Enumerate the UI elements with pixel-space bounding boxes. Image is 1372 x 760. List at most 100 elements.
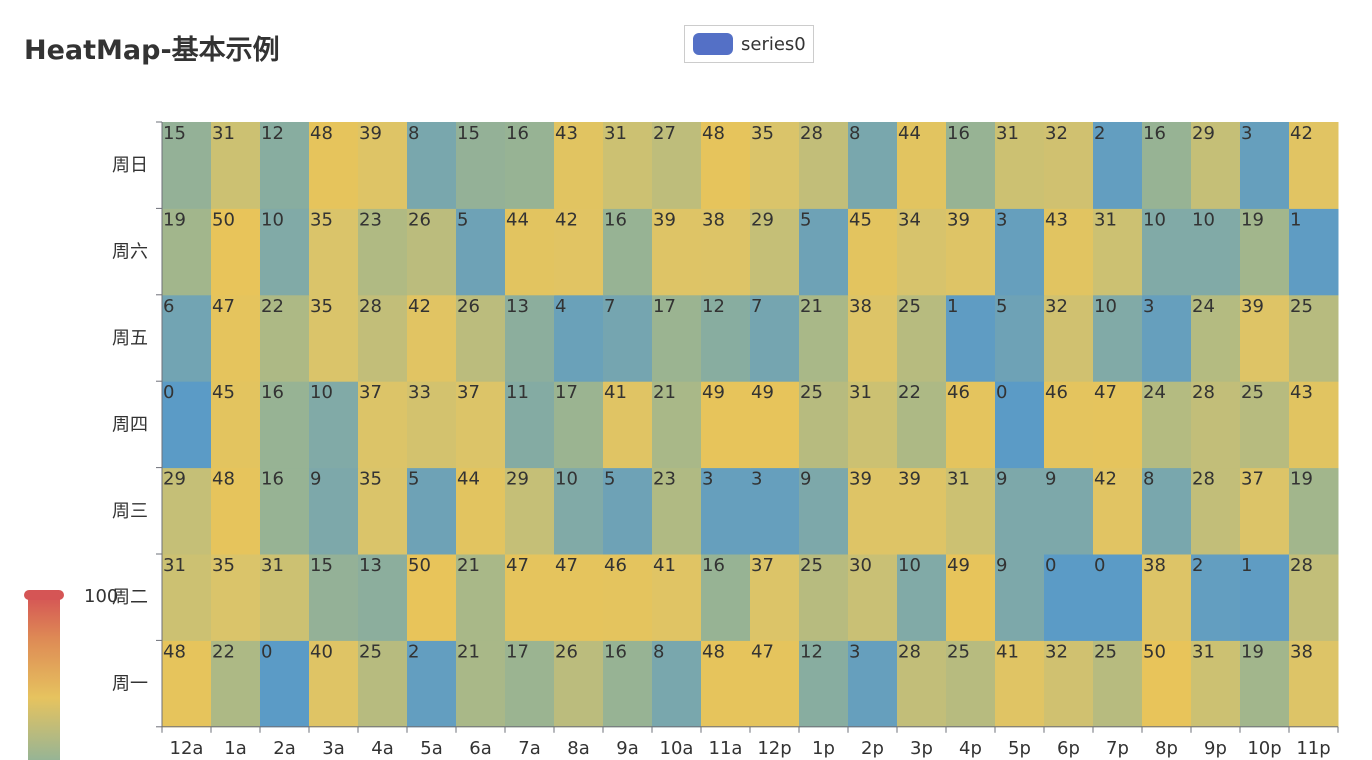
- heatmap-cell[interactable]: [505, 381, 555, 469]
- heatmap-cell[interactable]: [407, 554, 457, 641]
- heatmap-cell[interactable]: [1240, 467, 1290, 555]
- heatmap-cell[interactable]: [848, 294, 898, 382]
- heatmap-cell[interactable]: [799, 381, 849, 469]
- heatmap-cell[interactable]: [1289, 554, 1339, 641]
- heatmap-cell[interactable]: [554, 554, 604, 641]
- heatmap-cell[interactable]: [407, 467, 457, 555]
- heatmap-cell[interactable]: [260, 208, 310, 296]
- heatmap-cell[interactable]: [701, 640, 751, 728]
- heatmap-cell[interactable]: [309, 122, 359, 209]
- heatmap-cell[interactable]: [946, 640, 996, 728]
- heatmap-cell[interactable]: [260, 467, 310, 555]
- heatmap-cell[interactable]: [701, 554, 751, 641]
- heatmap-cell[interactable]: [505, 467, 555, 555]
- heatmap-cell[interactable]: [162, 208, 212, 296]
- visual-map[interactable]: 100: [24, 586, 118, 760]
- heatmap-cell[interactable]: [456, 554, 506, 641]
- heatmap-cell[interactable]: [848, 467, 898, 555]
- heatmap-cell[interactable]: [848, 640, 898, 728]
- heatmap-cell[interactable]: [554, 208, 604, 296]
- heatmap-cell[interactable]: [1142, 294, 1192, 382]
- heatmap-cell[interactable]: [750, 467, 800, 555]
- heatmap-cell[interactable]: [799, 554, 849, 641]
- heatmap-cell[interactable]: [407, 294, 457, 382]
- heatmap-cell[interactable]: [1240, 122, 1290, 209]
- heatmap-cell[interactable]: [309, 467, 359, 555]
- heatmap-cell[interactable]: [309, 208, 359, 296]
- heatmap-cell[interactable]: [603, 294, 653, 382]
- heatmap-cell[interactable]: [211, 381, 261, 469]
- heatmap-cell[interactable]: [946, 381, 996, 469]
- heatmap-cell[interactable]: [750, 381, 800, 469]
- heatmap-cell[interactable]: [799, 640, 849, 728]
- heatmap-cell[interactable]: [505, 640, 555, 728]
- heatmap-cell[interactable]: [995, 208, 1045, 296]
- heatmap-cell[interactable]: [1240, 294, 1290, 382]
- heatmap-cell[interactable]: [652, 208, 702, 296]
- heatmap-cell[interactable]: [211, 554, 261, 641]
- heatmap-cell[interactable]: [260, 122, 310, 209]
- heatmap-cell[interactable]: [652, 294, 702, 382]
- heatmap-cell[interactable]: [603, 122, 653, 209]
- heatmap-cell[interactable]: [1142, 122, 1192, 209]
- heatmap-cell[interactable]: [1093, 554, 1143, 641]
- heatmap-cell[interactable]: [799, 122, 849, 209]
- heatmap-cell[interactable]: [848, 381, 898, 469]
- heatmap-cell[interactable]: [701, 467, 751, 555]
- heatmap-cell[interactable]: [505, 208, 555, 296]
- heatmap-cell[interactable]: [848, 122, 898, 209]
- heatmap-cell[interactable]: [897, 208, 947, 296]
- heatmap-cell[interactable]: [358, 467, 408, 555]
- heatmap-cell[interactable]: [750, 294, 800, 382]
- heatmap-cell[interactable]: [1191, 640, 1241, 728]
- heatmap-cell[interactable]: [554, 122, 604, 209]
- heatmap-cell[interactable]: [505, 122, 555, 209]
- heatmap-cell[interactable]: [1191, 381, 1241, 469]
- heatmap-cell[interactable]: [946, 122, 996, 209]
- heatmap-cell[interactable]: [603, 467, 653, 555]
- heatmap-cell[interactable]: [1191, 208, 1241, 296]
- heatmap-cell[interactable]: [456, 208, 506, 296]
- heatmap-cell[interactable]: [1240, 554, 1290, 641]
- heatmap-cell[interactable]: [1240, 208, 1290, 296]
- heatmap-cell[interactable]: [407, 640, 457, 728]
- heatmap-cell[interactable]: [1289, 467, 1339, 555]
- heatmap-cell[interactable]: [995, 381, 1045, 469]
- heatmap-cell[interactable]: [1093, 640, 1143, 728]
- heatmap-cell[interactable]: [897, 467, 947, 555]
- heatmap-cell[interactable]: [995, 554, 1045, 641]
- heatmap-cell[interactable]: [1093, 122, 1143, 209]
- heatmap-cell[interactable]: [1044, 208, 1094, 296]
- heatmap-cell[interactable]: [1044, 467, 1094, 555]
- heatmap-cell[interactable]: [260, 381, 310, 469]
- heatmap-cell[interactable]: [456, 294, 506, 382]
- heatmap-cell[interactable]: [1289, 122, 1339, 209]
- heatmap-cell[interactable]: [701, 381, 751, 469]
- heatmap-cell[interactable]: [750, 208, 800, 296]
- heatmap-cell[interactable]: [358, 381, 408, 469]
- heatmap-cell[interactable]: [1044, 294, 1094, 382]
- heatmap-cell[interactable]: [701, 122, 751, 209]
- heatmap-cell[interactable]: [750, 122, 800, 209]
- heatmap-cell[interactable]: [1044, 640, 1094, 728]
- heatmap-cell[interactable]: [652, 640, 702, 728]
- heatmap-cell[interactable]: [554, 294, 604, 382]
- heatmap-cell[interactable]: [652, 381, 702, 469]
- heatmap-cell[interactable]: [1289, 381, 1339, 469]
- heatmap-cell[interactable]: [799, 294, 849, 382]
- heatmap-cell[interactable]: [652, 467, 702, 555]
- heatmap-cell[interactable]: [799, 208, 849, 296]
- heatmap-cell[interactable]: [554, 381, 604, 469]
- heatmap-cell[interactable]: [407, 122, 457, 209]
- heatmap-cell[interactable]: [995, 294, 1045, 382]
- visual-map-handle[interactable]: [24, 590, 64, 600]
- heatmap-cell[interactable]: [1142, 208, 1192, 296]
- heatmap-cell[interactable]: [505, 294, 555, 382]
- heatmap-cell[interactable]: [1093, 381, 1143, 469]
- heatmap-cell[interactable]: [848, 208, 898, 296]
- heatmap-cell[interactable]: [309, 554, 359, 641]
- heatmap-cell[interactable]: [1289, 208, 1339, 296]
- heatmap-cell[interactable]: [946, 554, 996, 641]
- heatmap-cell[interactable]: [995, 467, 1045, 555]
- heatmap-cell[interactable]: [162, 467, 212, 555]
